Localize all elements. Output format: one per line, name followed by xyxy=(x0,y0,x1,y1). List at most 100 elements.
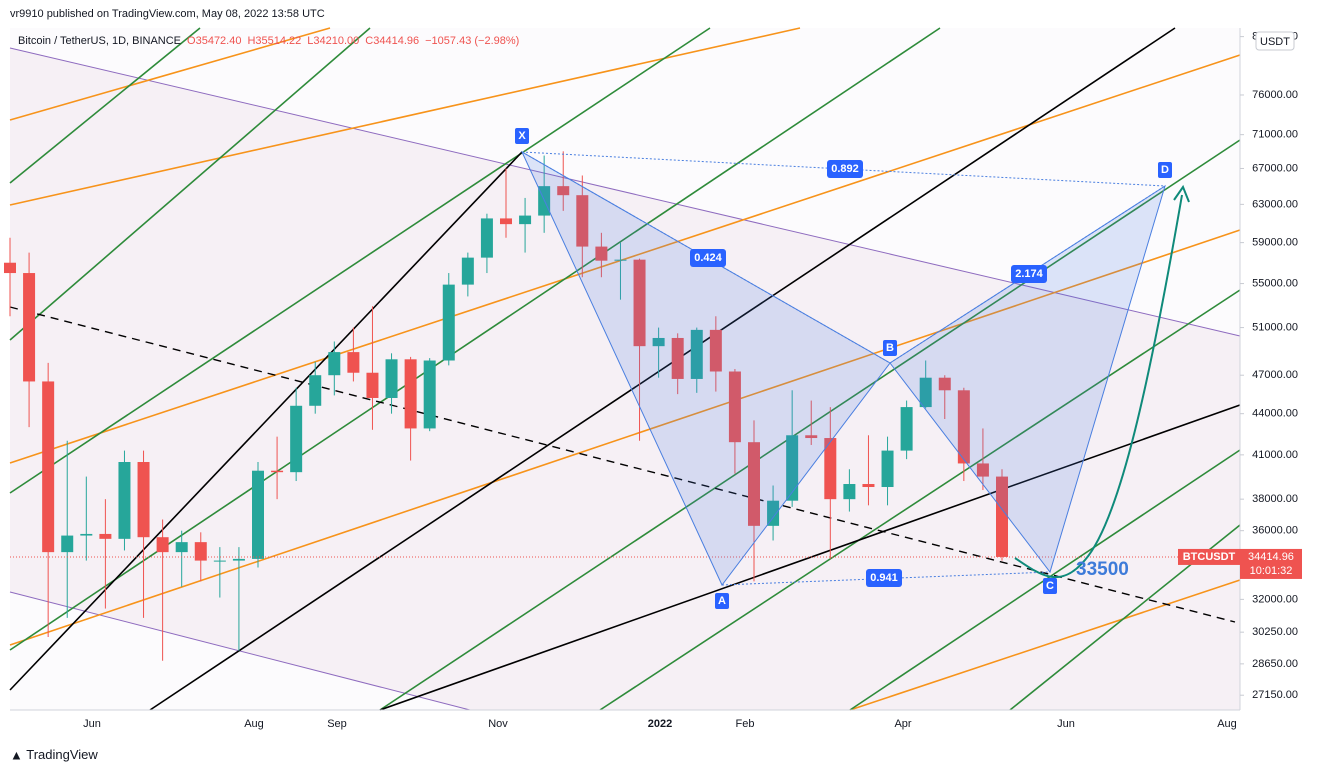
price-tag xyxy=(1240,548,1302,579)
candle-body xyxy=(500,218,512,225)
x-tick-label: Aug xyxy=(244,718,264,730)
candle-body xyxy=(881,450,894,488)
ohlc-value: O35472.40 xyxy=(187,35,241,47)
y-tick-label: 30250.00 xyxy=(1252,626,1298,638)
candle-body xyxy=(175,542,188,553)
candle-body xyxy=(99,533,112,539)
countdown: 10:01:32 xyxy=(1250,565,1293,577)
candle-body xyxy=(557,186,570,196)
candle-body xyxy=(252,470,264,559)
point-label: C xyxy=(1046,580,1054,592)
y-tick-label: 41000.00 xyxy=(1252,449,1298,461)
candle-body xyxy=(862,484,875,488)
candle-body xyxy=(194,542,207,561)
x-tick-label: 2022 xyxy=(648,718,672,730)
candle-body xyxy=(480,218,493,258)
candle-body xyxy=(690,329,703,379)
pattern-labels: X A B C D 0.892 0.424 2.174 0.941 xyxy=(515,128,1172,609)
symbol-line: Bitcoin / TetherUS, 1D, BINANCE O35472.40… xyxy=(18,35,519,47)
brand: ▲ TradingView xyxy=(10,747,98,762)
candle-body xyxy=(957,390,970,464)
target-label: 33500 xyxy=(1076,559,1129,580)
y-tick-label: 38000.00 xyxy=(1252,493,1298,505)
candle-body xyxy=(633,259,646,347)
candle-body xyxy=(118,462,131,539)
x-tick-label: Jun xyxy=(83,718,101,730)
y-tick-label: 51000.00 xyxy=(1252,321,1298,333)
ratio-label: 0.892 xyxy=(831,163,859,175)
candle-body xyxy=(900,407,913,451)
y-tick-label: 27150.00 xyxy=(1252,689,1298,701)
candle-body xyxy=(519,215,532,225)
x-tick-label: Jun xyxy=(1057,718,1075,730)
symbol-label: BTCUSDT xyxy=(1183,551,1236,563)
candle-body xyxy=(442,284,455,361)
y-tick-label: 59000.00 xyxy=(1252,237,1298,249)
x-tick-label: Aug xyxy=(1217,718,1237,730)
ohlc-value: H35514.22 xyxy=(247,35,301,47)
candle-body xyxy=(996,476,1008,557)
point-badge xyxy=(1043,578,1057,594)
candle-body xyxy=(385,359,398,398)
candle-body xyxy=(232,558,245,561)
candle-body xyxy=(614,259,627,261)
point-badge xyxy=(715,593,729,609)
y-tick-label: 76000.00 xyxy=(1252,89,1298,101)
ohlc-value: L34210.00 xyxy=(307,35,359,47)
candle-body xyxy=(786,435,799,501)
point-badge xyxy=(883,340,897,356)
candle-body xyxy=(595,246,608,261)
ratio-badge xyxy=(827,160,863,178)
point-label: A xyxy=(718,595,726,607)
point-label: B xyxy=(886,342,894,354)
point-label: X xyxy=(518,130,526,142)
ohlc-value: C34414.96 xyxy=(365,35,419,47)
currency: USDT xyxy=(1260,36,1290,48)
candle-body xyxy=(805,435,818,439)
candle-body xyxy=(23,273,36,382)
candle-body xyxy=(4,262,16,274)
y-tick-label: 32000.00 xyxy=(1252,593,1298,605)
drawings xyxy=(9,27,1241,711)
candles xyxy=(4,151,1240,661)
brand-name: TradingView xyxy=(26,747,98,762)
candle-body xyxy=(919,377,932,408)
candle-body xyxy=(80,533,93,536)
arrow-head xyxy=(1173,184,1190,203)
candle-body xyxy=(156,537,169,553)
point-badge xyxy=(515,128,529,144)
ohlc-value: −1057.43 (−2.98%) xyxy=(425,35,519,47)
ratio-label: 0.941 xyxy=(870,572,898,584)
ratio-label: 2.174 xyxy=(1015,268,1043,280)
symbol: Bitcoin / TetherUS, 1D, BINANCE xyxy=(18,35,181,47)
y-tick-label: 44000.00 xyxy=(1252,408,1298,420)
candle-body xyxy=(347,352,360,373)
candle-body xyxy=(652,337,665,347)
candle-body xyxy=(671,337,684,379)
ratio-badge xyxy=(1011,265,1047,283)
candle-body xyxy=(976,463,989,477)
x-tick-label: Apr xyxy=(894,718,911,730)
ratio-badge xyxy=(866,569,902,587)
candle-body xyxy=(309,375,322,406)
point-label: D xyxy=(1161,164,1169,176)
x-tick-label: Feb xyxy=(736,718,755,730)
point-badge xyxy=(1158,162,1172,178)
candle-body xyxy=(728,371,741,443)
candle-body xyxy=(290,405,303,473)
candle-body xyxy=(271,470,284,473)
x-tick-label: Nov xyxy=(488,718,508,730)
candle-body xyxy=(843,484,856,500)
price-label: 34414.96 xyxy=(1248,551,1294,563)
currency-box xyxy=(1255,31,1295,51)
y-tick-label: 63000.00 xyxy=(1252,198,1298,210)
candle-body xyxy=(767,500,780,526)
y-tick-label: 67000.00 xyxy=(1252,162,1298,174)
candle-body xyxy=(404,359,417,429)
y-tick-label: 71000.00 xyxy=(1252,129,1298,141)
candle-body xyxy=(824,438,837,500)
candle-body xyxy=(61,535,74,553)
y-tick-label: 28650.00 xyxy=(1252,658,1298,670)
y-tick-label: 47000.00 xyxy=(1252,369,1298,381)
